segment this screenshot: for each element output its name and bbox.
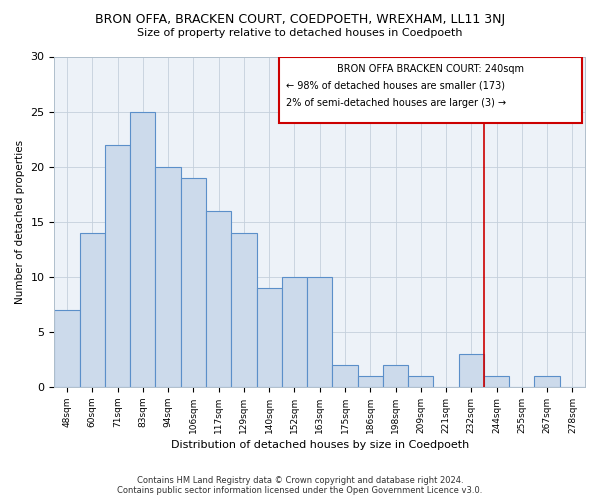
Text: BRON OFFA, BRACKEN COURT, COEDPOETH, WREXHAM, LL11 3NJ: BRON OFFA, BRACKEN COURT, COEDPOETH, WRE… (95, 12, 505, 26)
Bar (408, 376, 433, 387)
Text: BRON OFFA BRACKEN COURT: 240sqm: BRON OFFA BRACKEN COURT: 240sqm (337, 64, 524, 74)
Bar (282, 277, 307, 387)
Bar (105, 144, 130, 387)
Bar (535, 376, 560, 387)
Bar (55, 310, 80, 387)
Text: 2% of semi-detached houses are larger (3) →: 2% of semi-detached houses are larger (3… (286, 98, 506, 108)
Bar (332, 365, 358, 387)
Bar (181, 178, 206, 387)
Bar (257, 288, 282, 387)
Bar (206, 210, 231, 387)
Bar (130, 112, 155, 387)
Bar (484, 376, 509, 387)
Bar (383, 365, 408, 387)
Text: Contains HM Land Registry data © Crown copyright and database right 2024.
Contai: Contains HM Land Registry data © Crown c… (118, 476, 482, 495)
X-axis label: Distribution of detached houses by size in Coedpoeth: Distribution of detached houses by size … (170, 440, 469, 450)
Bar (279, 56, 583, 122)
Bar (458, 354, 484, 387)
Bar (155, 166, 181, 387)
Text: Size of property relative to detached houses in Coedpoeth: Size of property relative to detached ho… (137, 28, 463, 38)
Bar (231, 232, 257, 387)
Y-axis label: Number of detached properties: Number of detached properties (15, 140, 25, 304)
Text: ← 98% of detached houses are smaller (173): ← 98% of detached houses are smaller (17… (286, 80, 505, 90)
Bar (358, 376, 383, 387)
Bar (307, 277, 332, 387)
Bar (80, 232, 105, 387)
